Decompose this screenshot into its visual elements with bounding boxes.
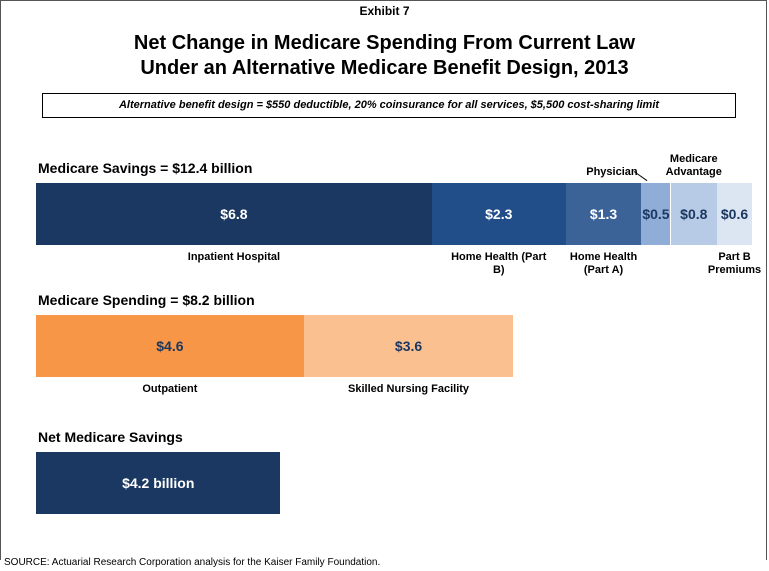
title-line: Under an Alternative Medicare Benefit De… bbox=[140, 57, 629, 79]
bar-segment: $2.3 bbox=[431, 183, 566, 245]
category-label: Medicare Advantage bbox=[665, 153, 722, 178]
bar-segment: $0.6 bbox=[717, 183, 752, 245]
chart-title: Medicare Savings = $12.4 billion bbox=[38, 160, 253, 176]
source: SOURCE: Actuarial Research Corporation a… bbox=[4, 557, 381, 568]
bar-segment: $4.6 bbox=[36, 315, 304, 377]
value-label: $2.3 bbox=[485, 206, 513, 222]
category-label: Part B Premiums bbox=[707, 251, 762, 276]
category-label: Inpatient Hospital bbox=[187, 251, 281, 263]
chart-title: Net Medicare Savings bbox=[38, 429, 183, 445]
frame bbox=[0, 0, 767, 560]
value-label: $4.2 billion bbox=[122, 475, 195, 491]
bar-segment: $3.6 bbox=[303, 315, 514, 377]
category-label: Home Health (Part A) bbox=[569, 251, 638, 276]
value-label: $1.3 bbox=[589, 206, 618, 222]
value-label: $3.6 bbox=[394, 338, 423, 354]
exhibit-label: Exhibit 7 bbox=[359, 4, 410, 18]
value-label: $0.8 bbox=[680, 206, 708, 222]
value-label: $6.8 bbox=[220, 206, 248, 222]
note: Alternative benefit design = $550 deduct… bbox=[42, 93, 736, 118]
category-label: Outpatient bbox=[142, 383, 198, 395]
title-line: Net Change in Medicare Spending From Cur… bbox=[133, 32, 636, 54]
category-label: Skilled Nursing Facility bbox=[348, 383, 470, 395]
value-label: $4.6 bbox=[156, 338, 184, 354]
bar-segment: $1.3 bbox=[565, 183, 642, 245]
bar-segment: $6.8 bbox=[36, 183, 432, 245]
bar-segment: $4.2 billion bbox=[36, 452, 281, 514]
chart-title: Medicare Spending = $8.2 billion bbox=[38, 292, 255, 308]
bar-segment: $0.5 bbox=[641, 183, 671, 245]
bar-segment: $0.8 bbox=[670, 183, 718, 245]
value-label: $0.5 bbox=[642, 206, 670, 222]
value-label: $0.6 bbox=[720, 206, 749, 222]
category-label: Home Health (Part B) bbox=[451, 251, 547, 276]
category-label: Physician bbox=[586, 166, 638, 178]
